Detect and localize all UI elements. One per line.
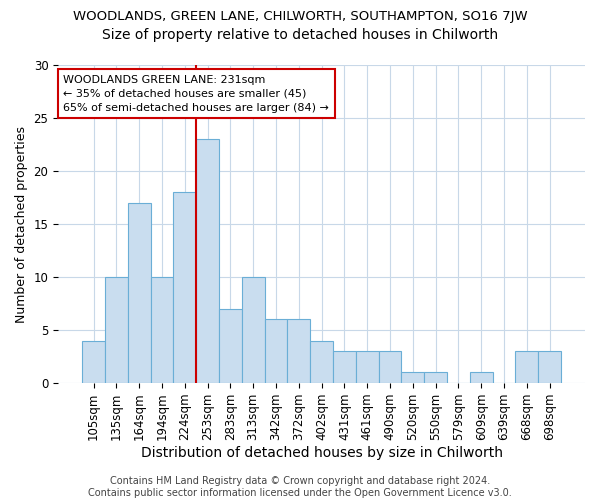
Bar [515, 352, 538, 383]
Bar [470, 372, 493, 383]
Bar [151, 277, 173, 383]
Bar [287, 320, 310, 383]
Y-axis label: Number of detached properties: Number of detached properties [15, 126, 28, 322]
Text: Contains HM Land Registry data © Crown copyright and database right 2024.
Contai: Contains HM Land Registry data © Crown c… [88, 476, 512, 498]
Bar [128, 203, 151, 383]
Bar [82, 340, 105, 383]
X-axis label: Distribution of detached houses by size in Chilworth: Distribution of detached houses by size … [140, 446, 503, 460]
Bar [105, 277, 128, 383]
Text: WOODLANDS GREEN LANE: 231sqm
← 35% of detached houses are smaller (45)
65% of se: WOODLANDS GREEN LANE: 231sqm ← 35% of de… [64, 74, 329, 112]
Bar [219, 309, 242, 383]
Text: Size of property relative to detached houses in Chilworth: Size of property relative to detached ho… [102, 28, 498, 42]
Bar [310, 340, 333, 383]
Bar [333, 352, 356, 383]
Bar [538, 352, 561, 383]
Bar [265, 320, 287, 383]
Bar [379, 352, 401, 383]
Bar [242, 277, 265, 383]
Bar [401, 372, 424, 383]
Bar [196, 139, 219, 383]
Bar [424, 372, 447, 383]
Bar [173, 192, 196, 383]
Text: WOODLANDS, GREEN LANE, CHILWORTH, SOUTHAMPTON, SO16 7JW: WOODLANDS, GREEN LANE, CHILWORTH, SOUTHA… [73, 10, 527, 23]
Bar [356, 352, 379, 383]
